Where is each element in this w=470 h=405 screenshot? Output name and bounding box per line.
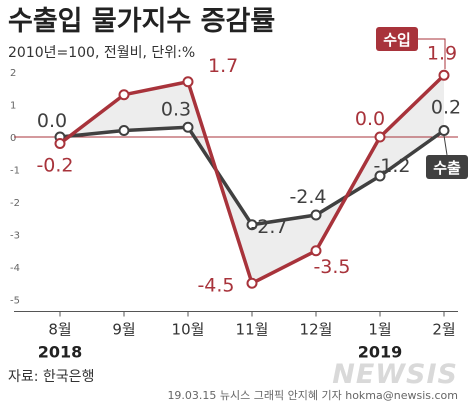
axis-layer: 2 1 0 -1 -2 -3 -4 -5 8월 9월 10월 11월 12월 1월 2월 2018 2019 (10, 68, 458, 362)
export-data-label: 0.0 (37, 110, 67, 132)
import-point (118, 89, 130, 101)
credit-line: 19.03.15 뉴시스 그래픽 안지혜 기자 hokma@newsis.com (167, 389, 458, 402)
import-data-label: 0.0 (355, 108, 385, 130)
export-data-label: -2.7 (250, 216, 287, 238)
export-point (310, 209, 322, 221)
gap-fill (60, 75, 444, 284)
y-tick-label: -4 (10, 263, 20, 274)
export-data-label: 0.3 (161, 98, 191, 120)
x-tick-label: 8월 (48, 321, 71, 339)
chart-subtitle: 2010년=100, 전월비, 단위:% (8, 45, 195, 61)
export-data-label: -1.2 (373, 155, 410, 177)
y-tick-label: -1 (10, 166, 20, 177)
series-layer (54, 69, 450, 289)
export-data-label: -2.4 (289, 186, 326, 208)
y-tick-label: -5 (10, 296, 20, 307)
import-data-label: -0.2 (36, 155, 73, 177)
source-note: 자료: 한국은행 (8, 369, 94, 385)
export-point (438, 125, 450, 136)
legend-export-box (426, 155, 468, 179)
import-point (182, 76, 194, 88)
legend-export: 수출 (426, 135, 468, 179)
newsis-logo: NEWSIS (332, 359, 458, 390)
y-tick-label: -3 (10, 231, 20, 242)
x-tick-label: 2월 (432, 321, 455, 339)
import-point (374, 131, 386, 143)
import-point (310, 245, 322, 257)
export-point (374, 170, 386, 182)
x-tick-label: 10월 (172, 321, 205, 339)
legend-import-leader (418, 38, 446, 70)
import-point (246, 277, 258, 289)
data-label-layer: -0.2 1.7 -4.5 -3.5 0.0 1.9 0.0 0.3 -2.7-2.4 -1.2 0… (36, 42, 461, 296)
y-tick-label: -2 (10, 198, 20, 209)
gap-fill-layer (60, 75, 444, 284)
import-data-label: 1.9 (427, 42, 457, 64)
import-point (438, 69, 450, 81)
legend-export-label: 수출 (433, 159, 461, 177)
x-tick-label: 12월 (300, 321, 333, 339)
y-tick-label: 0 (10, 133, 16, 144)
export-point (182, 121, 194, 133)
chart-title: 수출입 물가지수 증감률 (8, 6, 275, 37)
import-data-label: -3.5 (313, 256, 350, 278)
x-tick-label: 9월 (112, 321, 135, 339)
y-tick-label: 1 (10, 101, 16, 112)
legend-export-leader (443, 135, 448, 156)
import-point (54, 138, 66, 149)
legend-import: 수입 (376, 27, 446, 70)
export-point (246, 219, 258, 231)
y-tick-label: 2 (10, 68, 16, 79)
import-data-label: -4.5 (197, 274, 234, 296)
export-point (118, 125, 130, 136)
legend-import-box (376, 27, 418, 51)
x-tick-label: 11월 (236, 321, 269, 339)
year-label: 2019 (358, 343, 403, 362)
year-label: 2018 (38, 343, 83, 362)
x-tick-label: 1월 (368, 321, 391, 339)
export-data-label: 0.2 (431, 97, 461, 119)
legend-import-label: 수입 (383, 31, 411, 49)
import-data-label: 1.7 (208, 55, 238, 77)
